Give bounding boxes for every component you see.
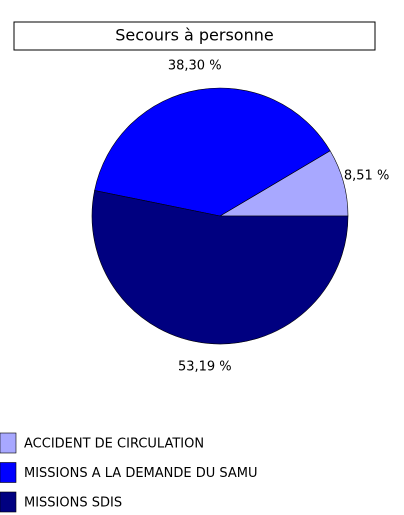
chart-title: Secours à personne xyxy=(115,26,273,45)
legend-label: MISSIONS SDIS xyxy=(24,496,122,511)
slice-label: 38,30 % xyxy=(168,59,222,74)
pie-slice xyxy=(94,87,331,217)
slice-label: 8,51 % xyxy=(344,168,389,183)
legend-swatch xyxy=(0,432,17,454)
legend-label: MISSIONS A LA DEMANDE DU SAMU xyxy=(24,466,258,481)
pie-slice xyxy=(91,190,349,345)
title-box xyxy=(13,21,376,51)
legend-swatch xyxy=(0,491,17,513)
legend-label: ACCIDENT DE CIRCULATION xyxy=(24,437,204,452)
legend-swatch xyxy=(0,462,17,483)
slice-label: 53,19 % xyxy=(178,360,232,375)
